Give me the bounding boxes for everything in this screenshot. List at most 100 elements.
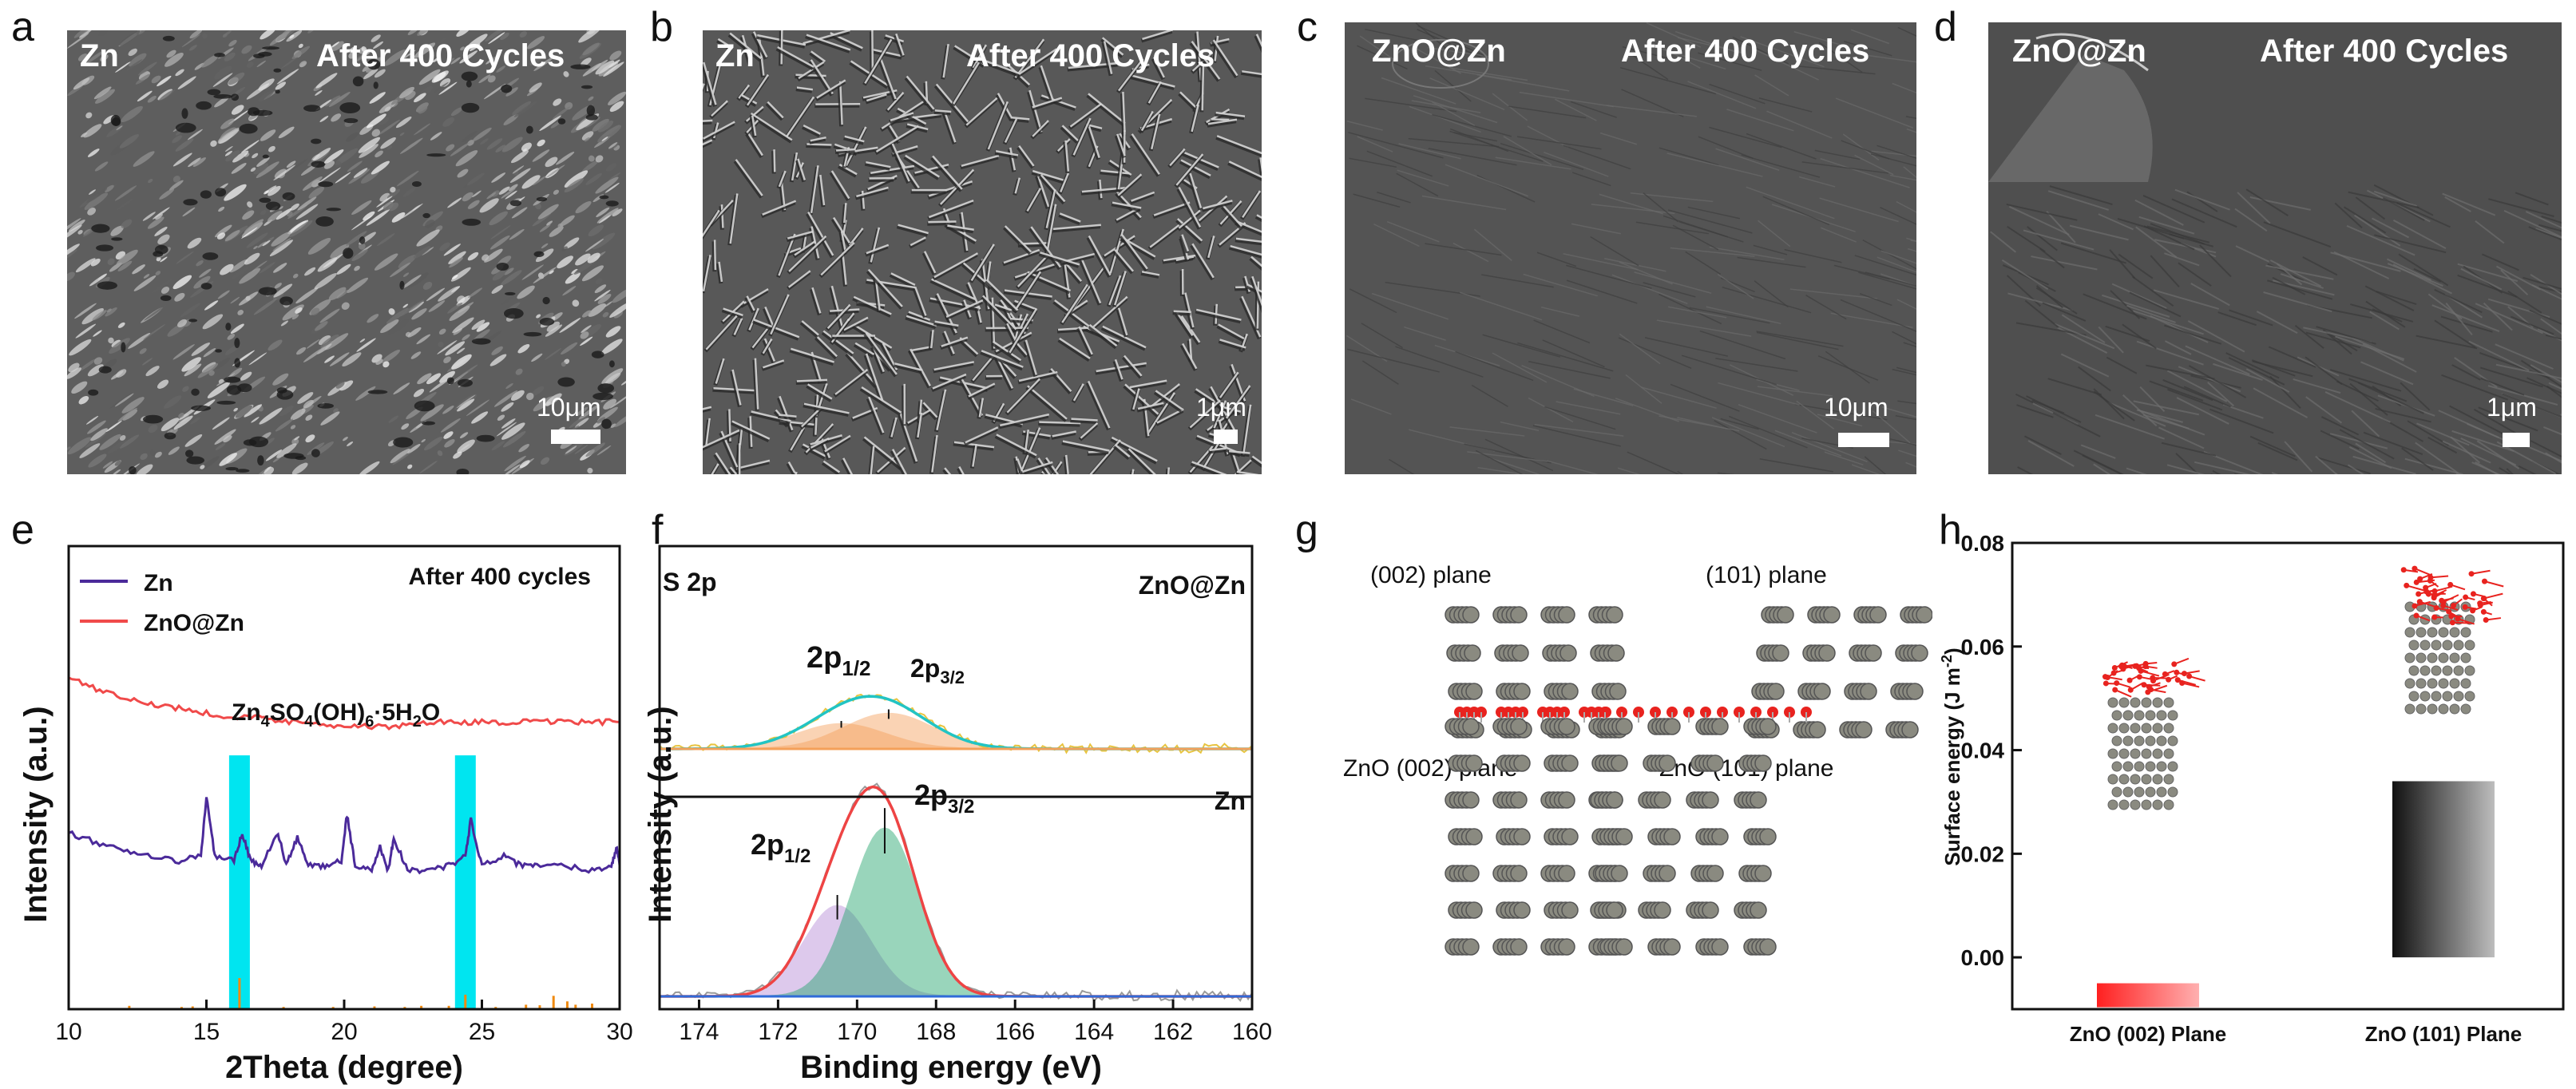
zn-atom <box>2145 786 2156 798</box>
surface-feature <box>351 200 372 216</box>
o-atom <box>2174 669 2180 675</box>
flake-edge <box>1027 271 1072 292</box>
flake-edge <box>875 125 919 153</box>
surface-feature <box>75 258 96 273</box>
surface-feature <box>220 263 234 275</box>
flake-shadow <box>1028 227 1062 271</box>
surface-feature <box>597 125 622 143</box>
surface-feature <box>175 131 181 136</box>
surface-scratch <box>1835 97 1914 129</box>
o-atom <box>2482 578 2488 584</box>
flake-edge <box>1099 179 1103 199</box>
flake-shadow <box>801 30 850 47</box>
zn-atom <box>1750 791 1767 809</box>
surface-feature <box>509 168 531 184</box>
surface-feature <box>92 310 107 321</box>
zn-atom <box>2408 665 2419 676</box>
surface-pit <box>236 469 250 473</box>
zn-atom <box>1663 718 1681 735</box>
surface-feature <box>535 248 554 263</box>
surface-feature <box>512 165 525 174</box>
flake-shadow <box>852 296 892 318</box>
flake-shadow <box>1239 297 1262 340</box>
surface-scratch <box>2362 343 2417 373</box>
surface-scratch <box>1709 126 1782 148</box>
flake-edge <box>1060 172 1070 192</box>
flake-shadow <box>795 160 806 183</box>
surface-feature <box>335 172 351 184</box>
surface-scratch <box>2245 188 2289 216</box>
surface-feature <box>467 140 474 146</box>
zn-atom <box>2404 652 2415 663</box>
surface-feature <box>133 151 155 167</box>
surface-scratch <box>1533 319 1591 344</box>
surface-feature <box>531 353 543 362</box>
flake-shadow <box>905 315 937 330</box>
surface-feature <box>109 392 133 409</box>
o-atom <box>2431 592 2437 599</box>
surface-feature <box>258 78 275 91</box>
flake-edge <box>1101 37 1124 56</box>
flake-shadow <box>1014 459 1024 474</box>
flake-shadow <box>930 374 966 392</box>
surface-feature <box>386 188 401 199</box>
flake-shadow <box>1051 431 1076 440</box>
surface-scratch <box>2039 248 2065 269</box>
surface-scratch <box>1880 207 1916 225</box>
surface-feature <box>407 272 429 288</box>
flake-edge <box>856 186 889 198</box>
surface-scratch <box>2315 455 2338 474</box>
surface-feature <box>597 121 614 133</box>
surface-feature <box>290 425 296 430</box>
surface-pit <box>608 360 615 368</box>
surface-feature <box>259 262 275 274</box>
flake-shadow <box>1086 93 1126 127</box>
surface-feature <box>318 335 331 346</box>
surface-feature <box>472 190 482 198</box>
flake-edge <box>819 174 826 206</box>
surface-feature <box>224 150 232 156</box>
sem-image-znozn-low-mag: ZnO@Zn After 400 Cycles 10μm <box>1345 22 1916 474</box>
zn-atom <box>1911 644 1928 662</box>
zn-atom <box>2111 710 2122 721</box>
surface-scratch <box>1429 77 1505 111</box>
flake-shadow <box>802 125 821 137</box>
surface-feature <box>115 61 131 73</box>
flake-edge <box>890 112 914 121</box>
surface-pit <box>501 84 513 93</box>
surface-scratch <box>2166 464 2205 474</box>
surface-feature <box>388 415 399 423</box>
flake-shadow <box>703 430 739 451</box>
surface-feature <box>119 434 140 449</box>
flake-shadow <box>762 339 776 364</box>
surface-feature <box>396 170 419 187</box>
zn-atom <box>2163 774 2174 785</box>
flake-edge <box>881 100 925 129</box>
flake-shadow <box>1129 134 1160 177</box>
surface-pit <box>142 414 164 424</box>
flake-edge <box>779 395 794 431</box>
flake-shadow <box>1227 161 1262 181</box>
surface-scratch <box>2271 472 2279 474</box>
surface-feature <box>437 450 443 457</box>
surface-scratch <box>1738 404 1817 434</box>
zn-atom <box>2449 678 2460 689</box>
flake-shadow <box>795 379 827 385</box>
flake-edge <box>731 420 771 440</box>
zn-atom <box>2163 723 2174 734</box>
flake-shadow <box>1153 390 1183 413</box>
surface-scratch <box>2146 364 2215 380</box>
flake-edge <box>1231 451 1242 474</box>
zn-atom <box>2427 652 2438 663</box>
surface-scratch <box>1500 421 1540 432</box>
zn-atom <box>1513 683 1531 700</box>
surface-scratch <box>2017 466 2034 474</box>
surface-feature <box>575 253 591 266</box>
zn-atom <box>2163 697 2174 708</box>
flake-edge <box>846 351 878 386</box>
surface-feature <box>83 124 102 138</box>
peak-label-2p32-top: 2p3/2 <box>910 654 965 687</box>
surface-scratch <box>1357 45 1408 70</box>
surface-scratch <box>2178 366 2241 393</box>
flake-edge <box>1052 430 1076 438</box>
